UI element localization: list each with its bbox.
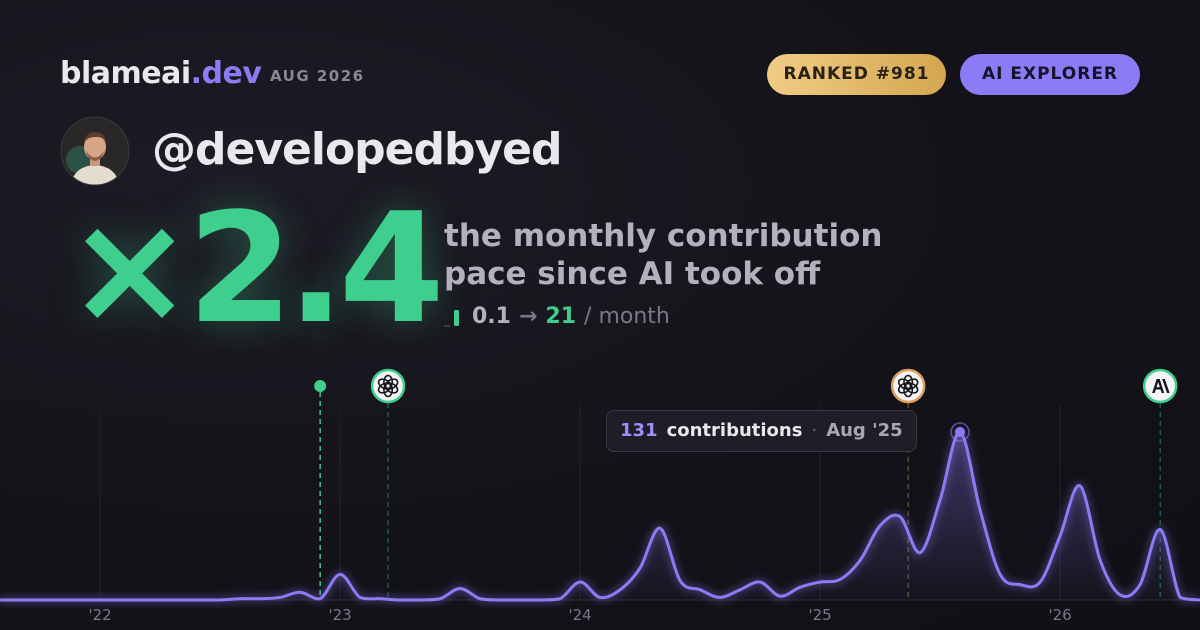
x-tick-label: '24: [568, 606, 591, 624]
event-icon: [890, 368, 926, 404]
pace-after: 21: [545, 304, 577, 329]
tooltip-label: contributions: [666, 420, 803, 441]
user-handle: @developedbyed: [152, 124, 563, 175]
mini-bar: [454, 309, 459, 326]
tooltip-value: 131: [620, 420, 658, 441]
brand-tld: .dev: [190, 56, 262, 91]
brand-name: blameai: [60, 56, 191, 91]
highlight-dot: [955, 427, 965, 438]
rank-badge: RANKED #981: [767, 54, 946, 95]
headline-line: pace since AI took off: [444, 256, 821, 292]
x-tick-label: '22: [88, 606, 111, 624]
icon-bg: [370, 368, 406, 404]
tooltip: 131 contributions · Aug '25: [606, 410, 917, 452]
x-tick-label: '23: [328, 606, 351, 624]
multiplier: ×2.4: [66, 180, 445, 357]
event-icon: [370, 368, 406, 404]
pace-before: 0.1: [472, 304, 511, 329]
area: [0, 432, 1200, 600]
pace-unit: / month: [584, 304, 670, 329]
tier-badge: AI EXPLORER: [960, 54, 1140, 95]
icon-petal: [897, 378, 912, 390]
icon-glyph: [1152, 379, 1170, 393]
pace-bars: [444, 309, 459, 326]
card-date: AUG 2026: [270, 67, 365, 85]
icon-petal: [377, 378, 392, 390]
event-icon: [1142, 368, 1178, 404]
avatar: [60, 116, 130, 186]
tooltip-separator: ·: [811, 420, 818, 441]
pace: 0.1 → 21 / month: [444, 304, 670, 329]
line-glow: [0, 428, 1200, 604]
icon-bg: [890, 368, 926, 404]
event-dot: [314, 380, 327, 392]
headline-line: the monthly contribution: [444, 218, 883, 254]
brand: blameai.dev: [60, 56, 262, 91]
line: [0, 430, 1200, 602]
highlight-ring: [950, 422, 970, 442]
x-tick-label: '25: [808, 606, 831, 624]
x-tick-label: '26: [1048, 606, 1071, 624]
pace-arrow: →: [518, 304, 538, 329]
tooltip-date: Aug '25: [826, 420, 903, 441]
